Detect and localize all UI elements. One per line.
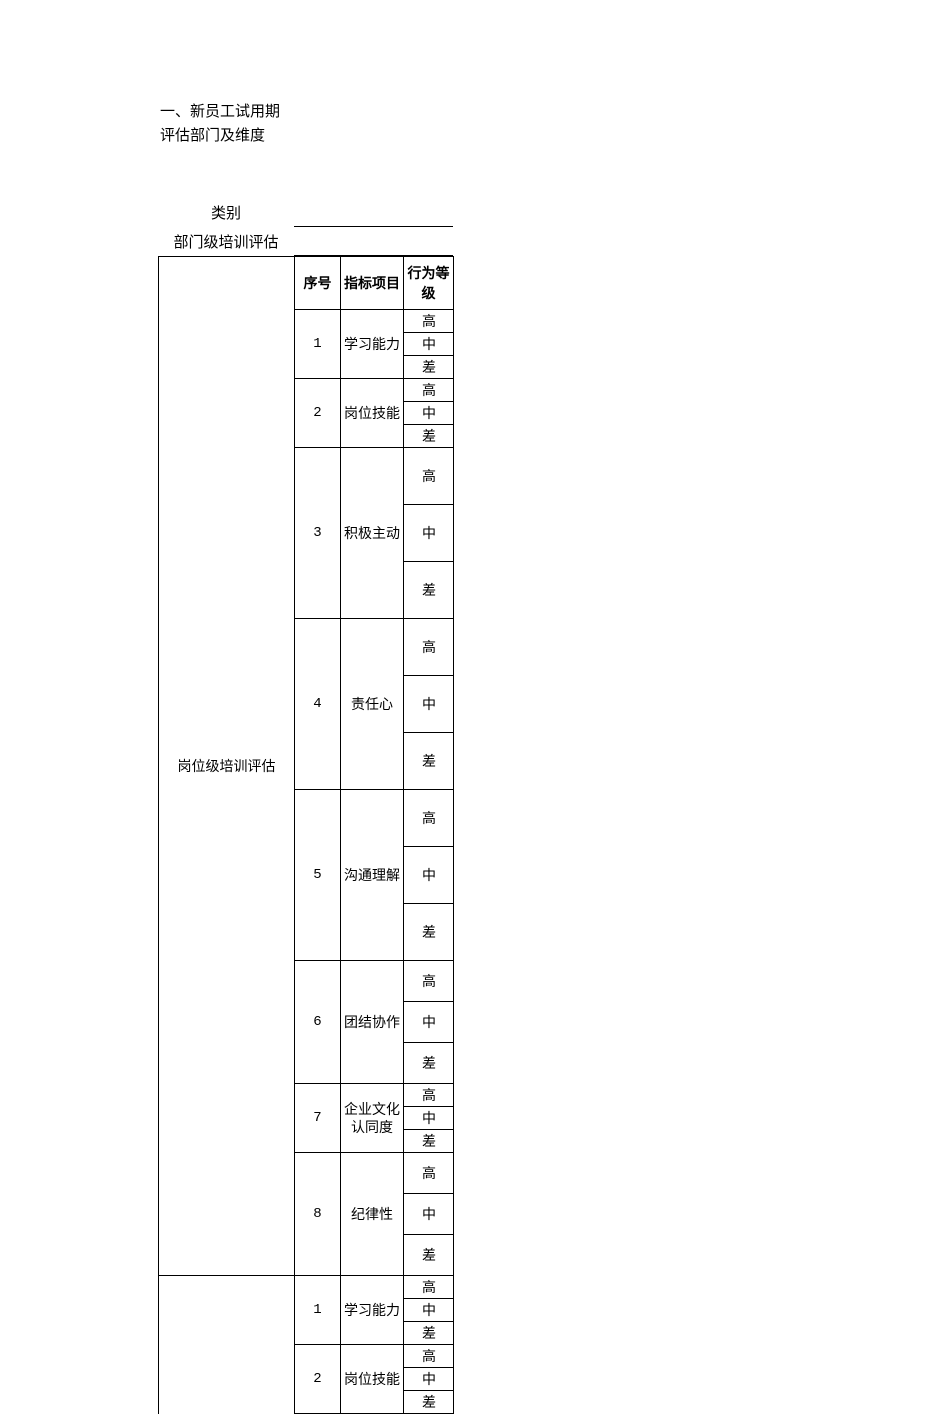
column-header-item: 指标项目	[341, 257, 404, 310]
level-cell: 高	[404, 448, 454, 505]
level-cell: 中	[404, 1299, 454, 1322]
indicator-cell: 学习能力	[341, 1276, 404, 1345]
level-cell: 高	[404, 1084, 454, 1107]
indicator-cell: 团结协作	[341, 961, 404, 1084]
level-cell: 差	[404, 1391, 454, 1414]
seq-cell: 1	[295, 1276, 341, 1345]
seq-cell: 3	[295, 448, 341, 619]
level-cell: 高	[404, 961, 454, 1002]
level-cell: 差	[404, 1130, 454, 1153]
seq-cell: 1	[295, 310, 341, 379]
category-cell	[159, 1276, 295, 1414]
level-cell: 高	[404, 790, 454, 847]
level-cell: 差	[404, 356, 454, 379]
seq-cell: 4	[295, 619, 341, 790]
level-cell: 中	[404, 1194, 454, 1235]
upper-row-blank-line	[294, 227, 453, 256]
level-cell: 高	[404, 1276, 454, 1299]
level-cell: 高	[404, 379, 454, 402]
level-cell: 中	[404, 402, 454, 425]
seq-cell: 6	[295, 961, 341, 1084]
indicator-cell: 积极主动	[341, 448, 404, 619]
level-cell: 中	[404, 847, 454, 904]
seq-cell: 2	[295, 1345, 341, 1414]
level-cell: 中	[404, 1107, 454, 1130]
seq-cell: 5	[295, 790, 341, 961]
level-cell: 高	[404, 1345, 454, 1368]
section-heading: 一、新员工试用期评估部门及维度	[160, 100, 290, 148]
upper-row-category-label: 类别	[158, 198, 294, 227]
level-cell: 差	[404, 1235, 454, 1276]
seq-cell: 8	[295, 1153, 341, 1276]
level-cell: 差	[404, 1322, 454, 1345]
level-cell: 中	[404, 1002, 454, 1043]
indicator-cell: 企业文化认同度	[341, 1084, 404, 1153]
level-cell: 中	[404, 333, 454, 356]
table-row: 1学习能力高	[159, 1276, 454, 1299]
level-cell: 差	[404, 733, 454, 790]
column-header-level: 行为等级	[404, 257, 454, 310]
indicator-cell: 责任心	[341, 619, 404, 790]
level-cell: 中	[404, 1368, 454, 1391]
indicator-cell: 纪律性	[341, 1153, 404, 1276]
table-header-row: 岗位级培训评估序号指标项目行为等级	[159, 257, 454, 310]
level-cell: 高	[404, 310, 454, 333]
evaluation-table: 岗位级培训评估序号指标项目行为等级1学习能力高中差2岗位技能高中差3积极主动高中…	[158, 256, 454, 1414]
column-header-seq: 序号	[295, 257, 341, 310]
indicator-cell: 学习能力	[341, 310, 404, 379]
upper-row-blank-line	[294, 198, 453, 227]
indicator-cell: 岗位技能	[341, 1345, 404, 1414]
upper-row-dept-eval-label: 部门级培训评估	[158, 227, 294, 256]
category-cell: 岗位级培训评估	[159, 257, 295, 1276]
indicator-cell: 沟通理解	[341, 790, 404, 961]
level-cell: 差	[404, 1043, 454, 1084]
level-cell: 中	[404, 505, 454, 562]
level-cell: 高	[404, 619, 454, 676]
seq-cell: 2	[295, 379, 341, 448]
upper-label-block: 类别 部门级培训评估	[158, 198, 453, 256]
level-cell: 中	[404, 676, 454, 733]
level-cell: 差	[404, 425, 454, 448]
level-cell: 差	[404, 904, 454, 961]
seq-cell: 7	[295, 1084, 341, 1153]
level-cell: 高	[404, 1153, 454, 1194]
indicator-cell: 岗位技能	[341, 379, 404, 448]
level-cell: 差	[404, 562, 454, 619]
